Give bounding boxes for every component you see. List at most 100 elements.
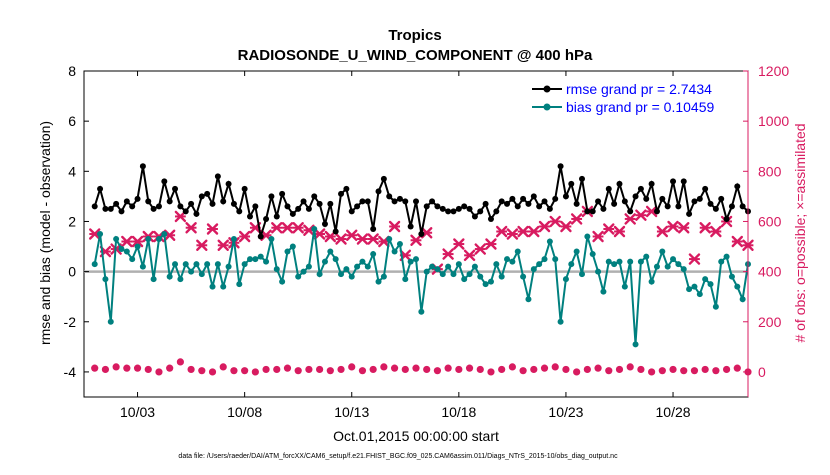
rmse-series-point <box>520 195 527 202</box>
obs-possible-marker <box>615 365 624 374</box>
bias-series-point <box>332 256 339 263</box>
bias-series-point <box>675 261 682 268</box>
obs-possible-marker <box>733 364 741 372</box>
bias-series-point <box>616 258 623 265</box>
obs-assimilated-marker <box>463 249 476 262</box>
obs-possible-marker <box>669 365 677 374</box>
bias-series-point <box>300 268 307 275</box>
rmse-series-point <box>279 190 286 197</box>
obs-assimilated-marker <box>238 230 251 243</box>
bias-series-point <box>289 243 296 250</box>
rmse-series-point <box>198 193 205 200</box>
obs-possible-marker <box>241 367 249 375</box>
bias-series-point <box>295 273 302 280</box>
obs-assimilated-marker <box>560 220 572 233</box>
bias-series-point <box>525 296 532 303</box>
obs-assimilated-marker <box>388 220 401 233</box>
rmse-series-point <box>155 203 162 210</box>
bias-series-point <box>241 261 248 268</box>
rmse-series-point <box>691 198 698 205</box>
rmse-series-point <box>525 200 532 207</box>
rmse-series-point <box>263 215 270 222</box>
obs-possible-marker <box>487 368 495 376</box>
rmse-series-point <box>300 198 307 205</box>
rmse-series-point <box>225 180 232 187</box>
rmse-series-point <box>718 195 725 202</box>
rmse-series-point <box>289 210 296 217</box>
obs-assimilated-marker <box>131 235 144 248</box>
rmse-series-point <box>429 198 436 205</box>
bias-series-point <box>198 271 205 278</box>
rmse-series-point <box>413 198 419 205</box>
legend: rmse grand pr = 2.7434 bias grand pr = 0… <box>528 78 741 116</box>
obs-possible-marker <box>690 367 699 375</box>
rmse-series-point <box>102 205 109 212</box>
bias-series-point <box>723 253 730 260</box>
obs-assimilated-marker <box>613 225 626 238</box>
bias-series-point <box>220 283 227 290</box>
y-right-tick-label: 0 <box>758 364 766 380</box>
obs-possible-marker <box>230 367 238 375</box>
rmse-series-point <box>230 200 237 207</box>
rmse-series-point <box>445 208 452 215</box>
bias-series-point <box>102 276 109 283</box>
bias-series-point <box>166 273 173 280</box>
rmse-series-point <box>595 198 602 205</box>
bias-series-point <box>423 268 430 275</box>
bias-series-point <box>155 236 162 243</box>
y-left-tick-label: -2 <box>64 314 77 330</box>
bias-series-point <box>257 253 264 260</box>
rmse-series-point <box>172 185 179 192</box>
rmse-series-point <box>343 185 350 192</box>
rmse-series-point <box>450 208 457 215</box>
bias-series-point <box>145 236 152 243</box>
rmse-series-point <box>627 208 634 215</box>
bias-series-point <box>477 273 484 280</box>
obs-possible-marker <box>401 365 409 374</box>
obs-possible-marker <box>112 363 120 371</box>
obs-assimilated-marker <box>442 248 454 260</box>
obs-possible-marker <box>508 363 516 371</box>
bias-series-point <box>273 266 280 273</box>
bias-series-point <box>659 248 666 255</box>
bias-series-point <box>263 258 270 265</box>
obs-possible-marker <box>390 364 399 372</box>
bias-series-point <box>413 256 419 263</box>
obs-possible-marker <box>337 365 345 374</box>
rmse-series-point <box>632 193 639 200</box>
bias-series-point <box>188 268 195 275</box>
obs-assimilated-marker <box>367 233 379 245</box>
obs-possible-marker <box>262 365 270 374</box>
rmse-series-point <box>504 200 511 207</box>
rmse-series-point <box>188 200 195 207</box>
rmse-series-point <box>97 185 104 192</box>
rmse-series-point <box>739 203 746 210</box>
rmse-series-point <box>252 203 259 210</box>
obs-assimilated-marker <box>206 223 219 235</box>
bias-series-point <box>177 276 184 283</box>
bias-series-point <box>568 261 575 268</box>
bias-series-point <box>536 261 543 268</box>
obs-possible-marker <box>605 367 613 375</box>
obs-assimilated-marker <box>346 229 358 241</box>
rmse-series-point <box>686 210 693 217</box>
rmse-series-point <box>145 198 152 205</box>
rmse-series-point <box>380 175 387 182</box>
obs-assimilated-marker <box>185 222 197 234</box>
obs-assimilated-marker <box>356 233 369 245</box>
rmse-series-point <box>402 198 409 205</box>
bias-series-point <box>546 238 553 245</box>
rmse-series-point <box>471 213 478 220</box>
rmse-series-point <box>734 183 741 190</box>
rmse-series-point <box>177 203 184 210</box>
bias-series-point <box>407 258 414 265</box>
bias-series-point <box>172 261 179 268</box>
rmse-series-point <box>139 163 146 170</box>
rmse-series-point <box>193 210 200 217</box>
obs-possible-marker <box>101 365 110 374</box>
obs-possible-marker <box>369 365 377 374</box>
rmse-series-point <box>407 223 414 230</box>
obs-possible-marker <box>701 365 709 374</box>
bias-series-point <box>327 248 334 255</box>
